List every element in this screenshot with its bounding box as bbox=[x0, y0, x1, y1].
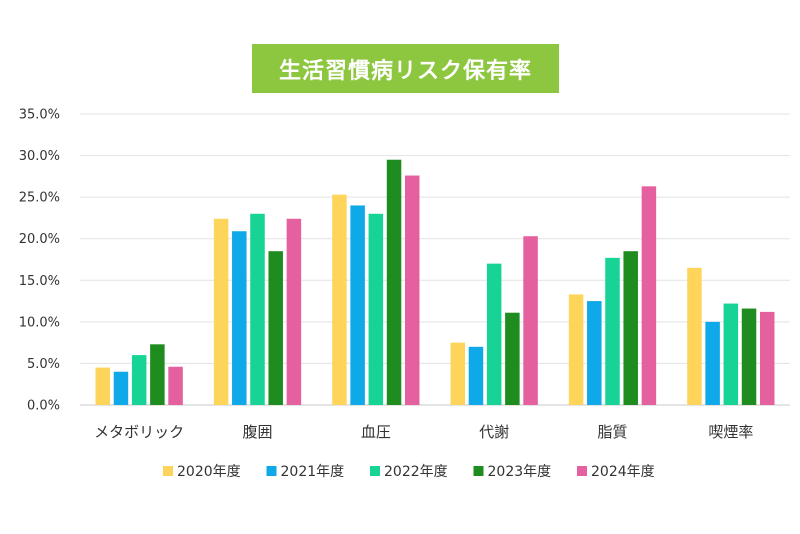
bar-2021年度-代謝 bbox=[468, 346, 484, 405]
legend-label: 2020年度 bbox=[177, 464, 241, 480]
y-tick-label: 5.0% bbox=[27, 357, 60, 372]
y-axis: 0.0% 5.0% 10.0% 15.0% 20.0% 25.0% 30.0% 35.0% bbox=[19, 108, 60, 414]
bar-2022年度-喫煙率 bbox=[723, 303, 739, 405]
bar-2021年度-喫煙率 bbox=[705, 321, 720, 405]
legend-swatch bbox=[163, 466, 173, 476]
bar-2023年度-代謝 bbox=[505, 312, 520, 405]
bar-2021年度-脂質 bbox=[587, 301, 602, 405]
bar-2024年度-代謝 bbox=[523, 236, 538, 405]
legend-swatch bbox=[577, 466, 587, 476]
bar-2024年度-腹囲 bbox=[286, 218, 302, 405]
bar-2022年度-代謝 bbox=[486, 263, 502, 405]
category-label: 腹囲 bbox=[242, 423, 272, 441]
bar-2021年度-血圧 bbox=[350, 205, 365, 405]
category-label: 代謝 bbox=[479, 423, 509, 441]
bar-2021年度-メタボリック bbox=[113, 371, 129, 405]
category-label: 脂質 bbox=[597, 423, 627, 441]
bar-2022年度-メタボリック bbox=[131, 355, 147, 405]
bar-2023年度-腹囲 bbox=[268, 251, 283, 405]
legend-label: 2022年度 bbox=[384, 464, 448, 480]
y-tick-label: 10.0% bbox=[19, 315, 60, 330]
bar-2022年度-血圧 bbox=[368, 213, 384, 405]
bar-2024年度-メタボリック bbox=[168, 366, 183, 405]
y-tick-label: 30.0% bbox=[19, 149, 60, 164]
legend-label: 2024年度 bbox=[591, 464, 655, 480]
category-label: メタボリック bbox=[94, 423, 184, 441]
bar-2020年度-代謝 bbox=[450, 342, 466, 405]
grid-layer bbox=[80, 113, 790, 406]
bar-2023年度-脂質 bbox=[623, 251, 638, 405]
chart-title: 生活習慣病リスク保有率 bbox=[252, 44, 559, 93]
y-tick-label: 0.0% bbox=[27, 399, 60, 414]
bar-2024年度-喫煙率 bbox=[759, 311, 775, 405]
bar-2020年度-メタボリック bbox=[95, 367, 111, 405]
bar-2022年度-脂質 bbox=[605, 257, 620, 405]
legend-label: 2021年度 bbox=[281, 464, 345, 480]
legend-label: 2023年度 bbox=[488, 464, 552, 480]
y-tick-label: 35.0% bbox=[19, 108, 60, 123]
legend-swatch bbox=[370, 466, 380, 476]
bar-2020年度-喫煙率 bbox=[687, 267, 702, 405]
y-tick-label: 25.0% bbox=[19, 191, 60, 206]
bar-2021年度-腹囲 bbox=[232, 231, 247, 405]
bar-2023年度-メタボリック bbox=[150, 344, 165, 405]
bar-2023年度-喫煙率 bbox=[741, 308, 757, 405]
bars bbox=[95, 159, 775, 405]
bar-2020年度-腹囲 bbox=[213, 218, 229, 405]
legend: 2020年度 2021年度 2022年度 2023年度 2024年度 bbox=[163, 464, 655, 480]
bar-2020年度-血圧 bbox=[332, 194, 347, 405]
legend-swatch bbox=[266, 466, 277, 476]
bar-2022年度-腹囲 bbox=[250, 213, 265, 405]
bar-2020年度-脂質 bbox=[568, 294, 584, 405]
bar-2024年度-脂質 bbox=[641, 186, 657, 405]
y-tick-label: 20.0% bbox=[19, 232, 60, 247]
y-tick-label: 15.0% bbox=[19, 274, 60, 289]
legend-swatch bbox=[473, 466, 484, 476]
category-label: 喫煙率 bbox=[708, 423, 753, 441]
bar-2024年度-血圧 bbox=[404, 175, 420, 405]
bar-2023年度-血圧 bbox=[386, 159, 402, 405]
x-axis: メタボリック 腹囲 血圧 代謝 脂質 喫煙率 bbox=[94, 423, 753, 441]
category-label: 血圧 bbox=[361, 423, 391, 441]
